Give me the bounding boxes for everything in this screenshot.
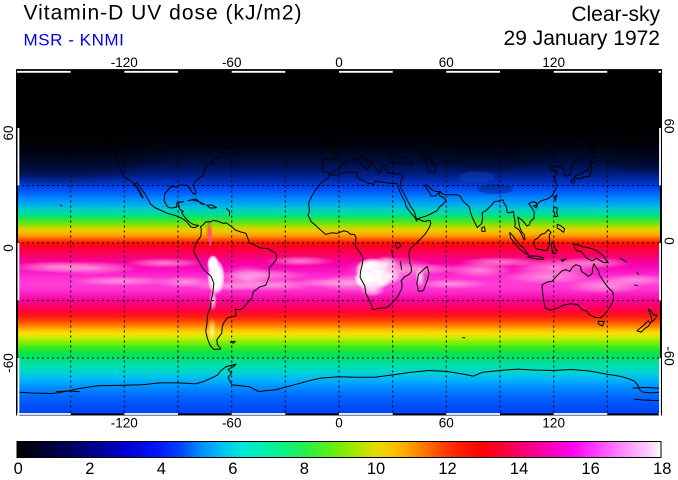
svg-text:MSR - KNMI: MSR - KNMI — [24, 31, 125, 50]
svg-text:-60: -60 — [1, 353, 16, 373]
svg-text:-120: -120 — [111, 415, 138, 430]
svg-text:29 January 1972: 29 January 1972 — [504, 27, 660, 50]
svg-text:120: 120 — [542, 415, 565, 430]
svg-text:-60: -60 — [662, 346, 677, 366]
svg-text:0: 0 — [335, 55, 343, 70]
svg-text:4: 4 — [157, 460, 166, 478]
svg-text:60: 60 — [662, 118, 677, 133]
svg-text:18: 18 — [653, 460, 671, 478]
svg-text:0: 0 — [335, 415, 343, 430]
svg-text:60: 60 — [439, 55, 454, 70]
svg-text:14: 14 — [510, 460, 528, 478]
svg-text:60: 60 — [439, 415, 454, 430]
svg-text:16: 16 — [581, 460, 599, 478]
svg-text:12: 12 — [438, 460, 456, 478]
svg-text:-60: -60 — [222, 415, 242, 430]
svg-text:0: 0 — [662, 237, 677, 245]
svg-text:0: 0 — [1, 244, 16, 252]
svg-text:-120: -120 — [111, 55, 138, 70]
svg-text:0: 0 — [14, 460, 23, 478]
svg-text:8: 8 — [300, 460, 309, 478]
svg-text:6: 6 — [228, 460, 237, 478]
svg-text:Clear-sky: Clear-sky — [571, 3, 660, 26]
svg-text:2: 2 — [85, 460, 94, 478]
svg-text:-60: -60 — [222, 55, 242, 70]
svg-text:10: 10 — [367, 460, 385, 478]
svg-text:Vitamin-D UV dose (kJ/m2): Vitamin-D UV dose (kJ/m2) — [24, 2, 303, 25]
svg-text:120: 120 — [542, 55, 565, 70]
svg-text:60: 60 — [1, 125, 16, 140]
